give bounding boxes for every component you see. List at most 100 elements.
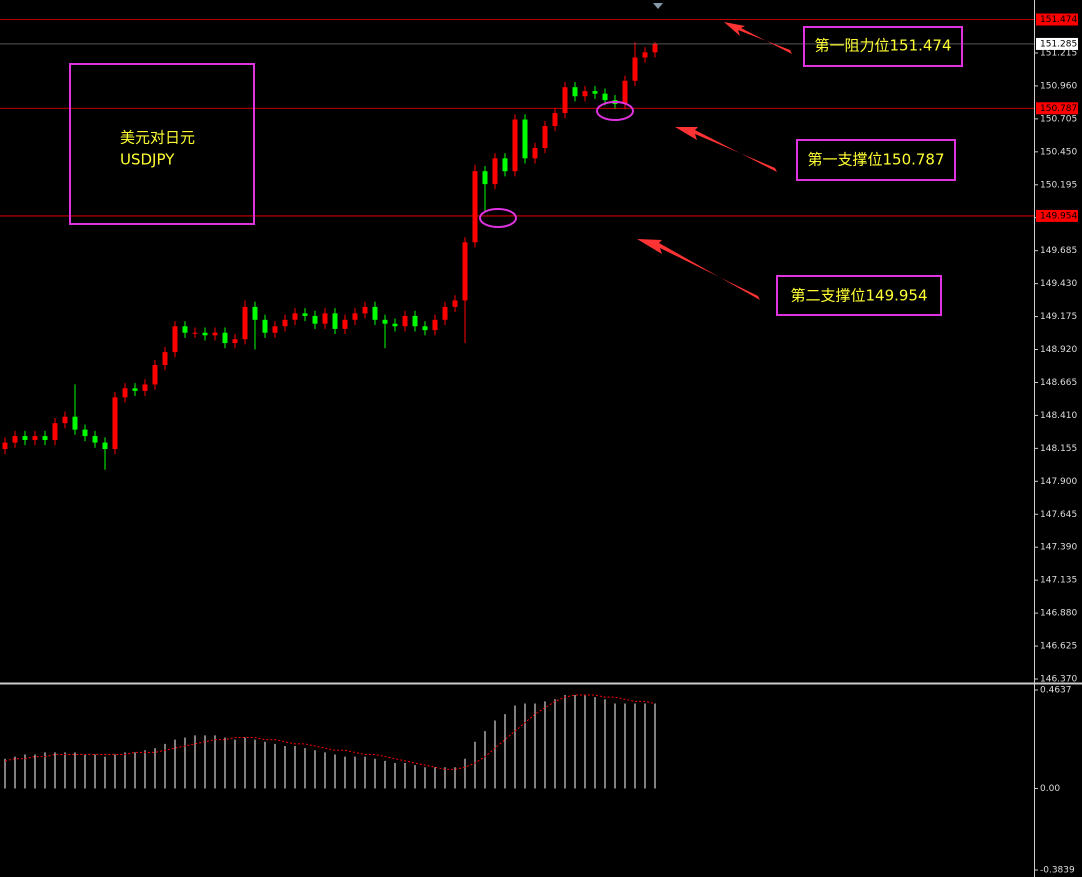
y-tick-label: 150.705 [1040, 114, 1077, 124]
candle-body [272, 326, 278, 333]
candle-body [522, 119, 528, 159]
level-label: 149.954 [1040, 211, 1077, 221]
candle-body [202, 332, 208, 336]
candle-body [482, 171, 488, 185]
shift-marker [653, 3, 663, 9]
level-label: 151.474 [1040, 15, 1077, 25]
candle-body [352, 313, 358, 320]
candle-body [312, 315, 318, 324]
annotation-box [796, 139, 956, 181]
candle-body [102, 442, 108, 450]
arrow [724, 22, 792, 54]
candle-body [22, 436, 28, 440]
y-tick-label: 149.685 [1040, 246, 1077, 256]
candle-body [212, 332, 218, 336]
candle-body [422, 326, 428, 331]
candle-body [42, 436, 48, 440]
y-tick-label: 147.390 [1040, 543, 1077, 553]
candle-body [122, 388, 128, 398]
y-tick-label: 148.920 [1040, 345, 1077, 355]
candle-body [512, 119, 518, 172]
candle-body [632, 57, 638, 81]
candle-body [142, 384, 148, 391]
candle-body [562, 87, 568, 114]
signal-line [4, 694, 656, 770]
last-price-box [1036, 37, 1078, 50]
level-label: 150.787 [1040, 104, 1077, 114]
y-tick-label: 149.430 [1040, 279, 1077, 289]
candle-body [492, 158, 498, 185]
candle-body [602, 93, 608, 101]
y-tick-label: 148.665 [1040, 378, 1077, 388]
candle-body [432, 319, 438, 331]
symbol-name: 美元对日元 [120, 129, 195, 147]
candle-body [232, 339, 238, 344]
y-tick-label: 146.880 [1040, 609, 1077, 619]
candle-body [582, 91, 588, 97]
highlight-ellipse [479, 208, 517, 228]
candle-body [592, 91, 598, 94]
arrow [675, 127, 777, 172]
candle-body [92, 436, 98, 443]
level-box [1036, 13, 1078, 26]
candle-body [442, 306, 448, 320]
y-tick-label: 148.410 [1040, 411, 1077, 421]
last-price-label: 151.285 [1040, 39, 1077, 49]
candle-body [552, 113, 558, 126]
candle-body [542, 125, 548, 148]
level-box [1036, 102, 1078, 115]
y-tick-label: 151.215 [1040, 48, 1077, 58]
y-tick-label: 146.370 [1040, 675, 1077, 685]
candle-body [82, 429, 88, 437]
candle-body [72, 416, 78, 430]
candle-body [152, 365, 158, 385]
y-tick-label: 149.175 [1040, 312, 1077, 322]
candle-body [302, 313, 308, 316]
candle-body [242, 306, 248, 340]
candle-body [282, 319, 288, 327]
candle-body [642, 52, 648, 58]
candle-body [52, 423, 58, 440]
symbol: USDJPY [120, 151, 175, 169]
y-tick-label: 150.960 [1040, 81, 1077, 91]
y-tick-label: 147.645 [1040, 510, 1077, 520]
level-box [1036, 209, 1078, 222]
candle-body [652, 43, 658, 53]
candle-body [472, 171, 478, 243]
annotation: 第二支撑位149.954 [790, 287, 927, 305]
annotation: 第一支撑位150.787 [807, 151, 944, 169]
candle-body [222, 332, 228, 344]
candle-body [132, 388, 138, 391]
y-tick-label: 147.135 [1040, 576, 1077, 586]
candle-body [452, 300, 458, 307]
candle-body [402, 315, 408, 327]
candle-body [162, 352, 168, 366]
candle-body [292, 313, 298, 320]
y-tick-label: 147.900 [1040, 477, 1077, 487]
y-tick-label: 0.00 [1040, 784, 1060, 794]
annotation-box [776, 275, 942, 316]
arrow [637, 239, 760, 300]
candle-body [62, 416, 68, 424]
annotation: 第一阻力位151.474 [814, 37, 951, 55]
candle-body [342, 319, 348, 329]
symbol-box [69, 63, 255, 225]
candle-body [182, 326, 188, 333]
y-tick-label: 150.450 [1040, 147, 1077, 157]
candle-body [502, 158, 508, 172]
candle-body [382, 319, 388, 324]
candle-body [112, 397, 118, 450]
candle-body [332, 313, 338, 329]
candle-body [372, 306, 378, 320]
candle-body [192, 332, 198, 334]
candle-body [532, 147, 538, 159]
highlight-ellipse [596, 101, 634, 121]
y-tick-label: 146.625 [1040, 642, 1077, 652]
candle-body [252, 306, 258, 320]
candle-body [572, 87, 578, 97]
y-tick-label: -0.3839 [1040, 866, 1075, 876]
candle-body [32, 436, 38, 440]
annotation-box [803, 26, 963, 67]
candle-body [2, 442, 8, 450]
